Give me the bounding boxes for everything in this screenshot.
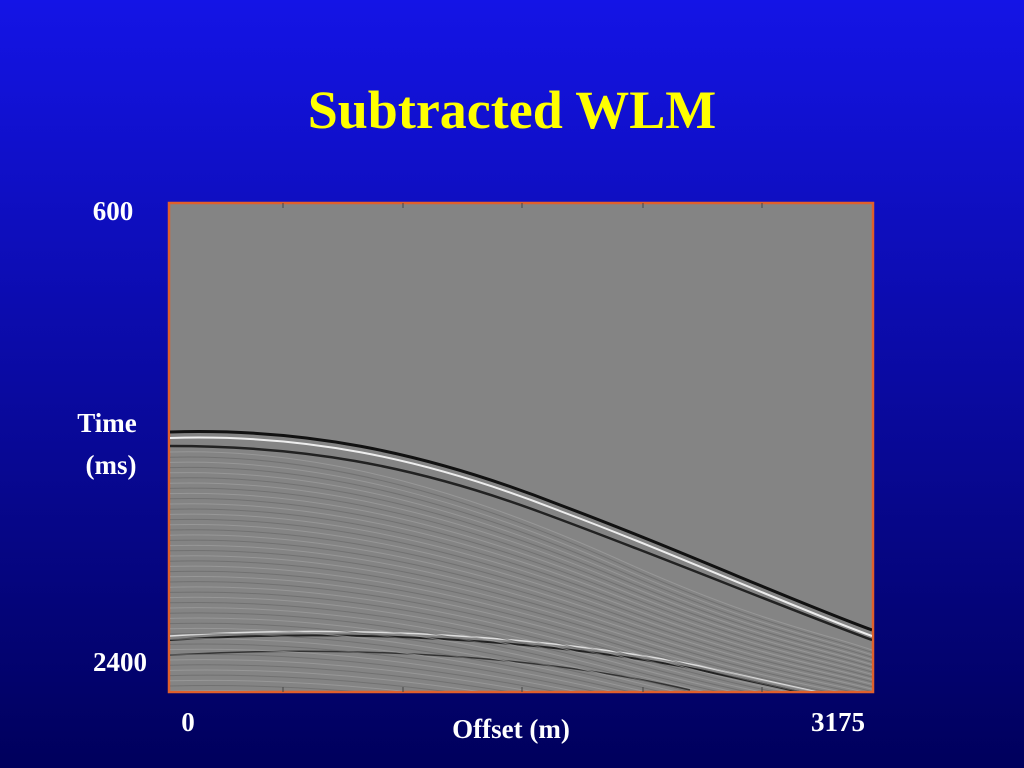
slide-title: Subtracted WLM	[308, 80, 717, 140]
texture	[170, 659, 533, 691]
texture	[170, 596, 732, 691]
texture	[170, 664, 508, 691]
seismic-image	[170, 430, 872, 691]
texture	[170, 627, 645, 691]
texture	[170, 685, 355, 691]
main-event	[170, 436, 872, 637]
texture	[170, 633, 629, 691]
y-top-label: 600	[93, 196, 134, 226]
texture	[170, 565, 813, 691]
texture	[170, 513, 872, 680]
y-axis-label: Time	[77, 408, 137, 438]
texture	[170, 482, 872, 666]
texture	[170, 508, 872, 678]
texture	[170, 601, 718, 691]
seismic-panel	[167, 201, 875, 694]
texture	[170, 591, 746, 691]
texture	[170, 461, 872, 656]
texture	[170, 498, 872, 673]
texture	[170, 570, 800, 691]
texture	[170, 607, 704, 691]
texture	[170, 560, 827, 691]
texture	[170, 648, 577, 691]
texture	[170, 472, 872, 661]
texture	[170, 466, 872, 658]
texture	[170, 643, 595, 691]
x-right-label: 3175	[811, 707, 865, 737]
x-left-label: 0	[181, 707, 195, 737]
texture	[170, 544, 862, 691]
texture	[170, 586, 759, 691]
texture	[170, 518, 872, 683]
texture	[170, 555, 839, 691]
texture	[170, 622, 660, 691]
texture	[170, 669, 479, 691]
texture	[170, 539, 872, 691]
deep-event	[170, 650, 691, 691]
texture	[170, 503, 872, 675]
y-axis-label: (ms)	[86, 450, 137, 480]
tick-marks	[282, 203, 763, 692]
texture	[170, 487, 872, 668]
main-event	[170, 444, 872, 642]
main-event	[170, 430, 872, 632]
texture	[170, 451, 872, 651]
texture	[170, 524, 872, 685]
texture	[170, 529, 872, 688]
texture	[170, 638, 613, 691]
texture	[170, 617, 675, 691]
texture	[170, 534, 872, 690]
x-axis-label: Offset (m)	[452, 714, 570, 744]
texture	[170, 679, 407, 691]
texture	[170, 653, 556, 691]
texture	[170, 492, 872, 671]
texture	[170, 550, 851, 691]
texture	[170, 612, 690, 691]
texture	[170, 674, 446, 691]
texture	[170, 581, 773, 691]
y-bottom-label: 2400	[93, 647, 147, 677]
texture	[170, 456, 872, 653]
texture	[170, 477, 872, 663]
texture	[170, 575, 786, 691]
